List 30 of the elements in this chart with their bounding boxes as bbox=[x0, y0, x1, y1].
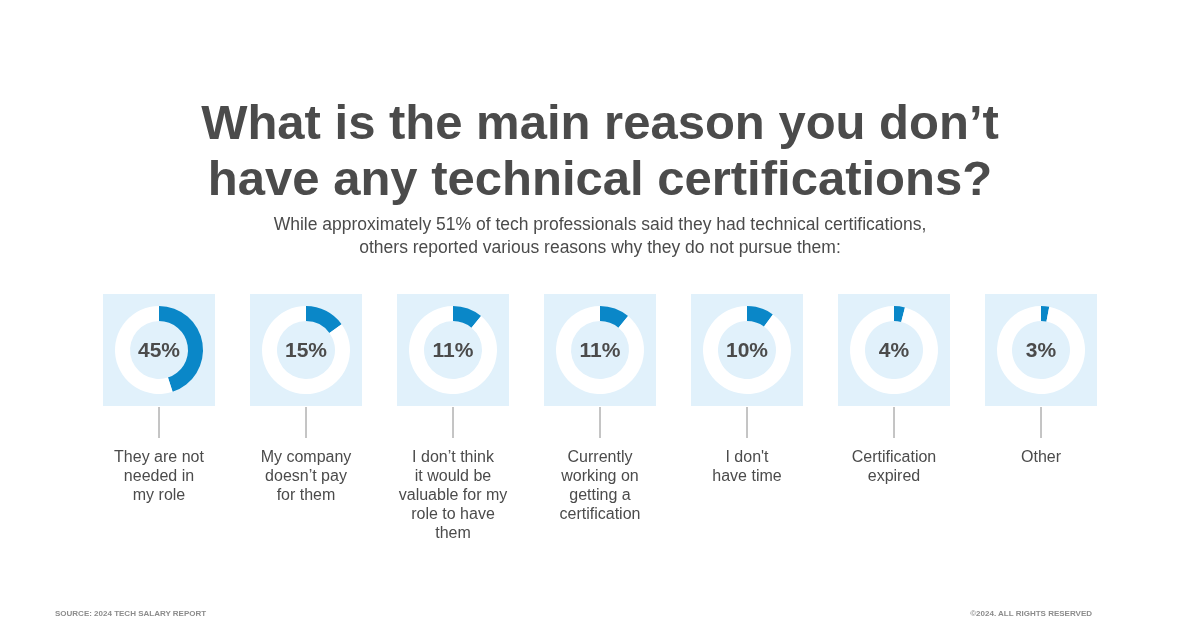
donut-slice bbox=[262, 306, 350, 394]
donut-slice bbox=[747, 306, 773, 327]
donut-slice bbox=[409, 306, 497, 394]
data-label: 3% bbox=[1025, 338, 1057, 361]
text: I don't have time bbox=[712, 448, 782, 484]
donut-slice bbox=[850, 306, 938, 394]
text: I don’t think it would be valuable for my role to have them bbox=[398, 448, 508, 541]
text: They are not needed in my role bbox=[114, 448, 205, 503]
data-label: 15% bbox=[284, 338, 328, 361]
donut-slice bbox=[1041, 306, 1050, 322]
text: Other bbox=[1020, 448, 1062, 465]
donut-slice bbox=[894, 306, 905, 322]
text: Certification expired bbox=[851, 448, 937, 484]
donut-slice bbox=[306, 306, 342, 333]
donut-slice bbox=[997, 306, 1085, 394]
donut-slice bbox=[556, 306, 644, 394]
donut-slice bbox=[703, 306, 791, 394]
data-label: 11% bbox=[432, 338, 474, 361]
source-note: SOURCE: 2024 TECH SALARY REPORT bbox=[55, 609, 207, 618]
data-label: 11% bbox=[579, 338, 621, 361]
text: My company doesn’t pay for them bbox=[260, 448, 352, 503]
data-label: 45% bbox=[137, 338, 181, 361]
text: While approximately 51% of tech professionals said they had technical certifications, others reported various reasons why they do not pursue them: bbox=[273, 214, 927, 257]
data-label: 10% bbox=[725, 338, 769, 361]
donut-slice bbox=[600, 306, 629, 328]
text: ©2024. ALL RIGHTS RESERVED bbox=[970, 609, 1093, 618]
data-label: 4% bbox=[878, 338, 910, 361]
text: What is the main reason you don’t have any technical certifications? bbox=[201, 95, 999, 205]
donut-slice bbox=[453, 306, 482, 328]
text: Currently working on getting a certification bbox=[559, 448, 641, 522]
